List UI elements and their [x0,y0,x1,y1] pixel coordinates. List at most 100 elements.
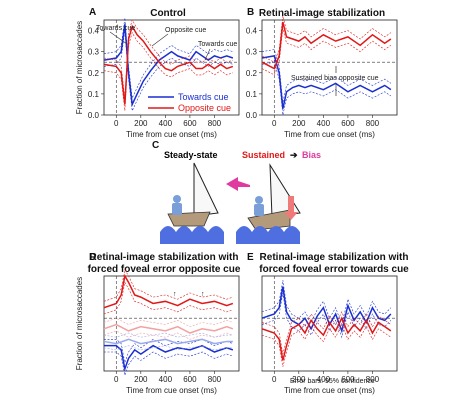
sail-right [269,163,301,218]
annotation-opposite-cue-a: Opposite cue [165,27,206,34]
y-tick-label: 0.0 [246,111,258,120]
annotation-arrow-a1 [109,31,128,45]
opposite-cue-line [261,316,392,361]
towards-cue-ci-lower [104,351,233,377]
downward-arrow-icon [284,196,298,220]
x-tick-label: 600 [183,119,197,128]
series-2-line [103,323,234,334]
panel-c-arrow: ➔ [290,150,298,160]
panel-a-letter: A [89,7,96,18]
panel-b-chart: 0 200 400 600 800 0.0 0.1 0.2 0.3 0.4 Time from cu… [246,15,398,139]
x-axis-label: Time from cue onset (ms) [126,386,217,395]
y-axis-label: Fraction of microsaccades [75,277,84,370]
opposite-cue-ci-upper [103,268,233,302]
y-tick-label: 0.3 [246,48,258,57]
x-tick-label: 600 [341,119,355,128]
y-tick-label: 0.2 [88,69,100,78]
panel-e-chart: 0 200 400 600 800 Time from cue onset (ms) [261,275,398,395]
panel-e-letter: E [247,252,254,263]
panel-c-steady-state: Steady-state [164,150,218,160]
x-axis-label: Time from cue onset (ms) [284,130,375,139]
arrow-d1: ↑ [173,291,177,298]
panel-d-chart: 0 200 400 600 800 Time from cue onset (ms) Fra… [75,268,240,395]
legend-towards-label: Towards cue [178,92,229,102]
series-3-ci-upper [103,332,233,338]
y-tick-label: 0.2 [246,69,258,78]
panel-a-chart: 0 200 400 600 800 0.0 0.1 0.2 0.3 0.4 Time from cu… [75,17,240,139]
x-tick-label: 0 [272,119,277,128]
y-tick-label: 0.4 [246,27,258,36]
series-3-ci-lower [103,345,233,351]
x-tick-label: 200 [292,375,306,384]
series-3-line [103,338,233,345]
x-tick-label: 400 [159,375,173,384]
towards-cue-ci-upper [261,49,392,103]
legend-opposite-label: Opposite cue [178,103,231,113]
waves-right [236,226,300,244]
x-tick-label: 400 [159,119,173,128]
series-2-ci-lower [103,330,233,340]
x-tick-label: 200 [292,119,306,128]
series-2-ci-upper [103,317,233,327]
annotation-towards-cue-a1: Towards cue [96,25,135,32]
annotation-arrow-a3 [204,48,211,61]
bias-arrow-icon [226,177,250,191]
axes-frame [261,19,398,116]
x-tick-label: 400 [317,119,331,128]
panel-e-title-line2: forced foveal error towards cue [259,264,409,275]
boat-illustration-biased [226,163,301,244]
annotation-towards-cue-a2: Towards cue [198,41,237,48]
x-tick-label: 600 [341,375,355,384]
panel-b-letter: B [247,7,254,18]
arrow-d2: ↑ [201,291,205,298]
opposite-cue-ci-lower [261,323,392,367]
annotation-error-bars: Error bars: 95% confidence [290,378,375,385]
opposite-cue-line [261,21,392,70]
towards-cue-ci-lower [261,61,392,116]
panel-e-title-line1: Retinal-image stabilization with [260,252,409,263]
sail-left [193,162,219,217]
y-tick-label: 0.4 [88,27,100,36]
x-tick-label: 800 [366,375,380,384]
x-tick-label: 800 [208,119,222,128]
panel-c-sustained: Sustained [242,150,285,160]
opposite-cue-ci-upper [261,311,392,355]
waves-left [160,226,224,244]
towards-cue-ci-upper [104,338,233,364]
boat-illustration-steady [160,162,224,244]
towards-cue-line [261,55,392,109]
y-axis-label: Fraction of microsaccades [75,21,84,114]
towards-cue-line [261,286,392,334]
person-body-right [254,204,264,216]
axes-frame [261,275,398,372]
x-tick-label: 600 [183,375,197,384]
towards-cue-ci-upper [103,17,233,100]
annotation-arrow-a2 [151,33,169,47]
panel-c-bias: Bias [302,150,321,160]
opposite-cue-ci-lower [103,281,233,315]
y-tick-label: 0.1 [88,90,100,99]
legend: Towards cue Opposite cue [148,92,231,113]
towards-cue-ci-lower [103,30,233,112]
axes-frame [103,19,240,116]
person-body-left [172,203,182,215]
panel-d-title-line1: Retinal-image stabilization with [90,252,239,263]
panel-d-letter: D [89,252,96,263]
x-tick-label: 0 [114,375,119,384]
x-tick-label: 400 [317,375,331,384]
hull-left [167,211,211,227]
x-axis-label: Time from cue onset (ms) [126,130,217,139]
y-tick-label: 0.3 [88,48,100,57]
panel-a-title: Control [150,8,186,19]
towards-cue-ci-upper [261,280,392,326]
opposite-cue-line [103,273,234,309]
x-axis-label: Time from cue onset (ms) [284,386,375,395]
y-tick-label: 0.1 [246,90,258,99]
hull-right [247,209,291,231]
x-tick-label: 200 [134,119,148,128]
x-tick-label: 200 [134,375,148,384]
panel-c-letter: C [152,140,159,151]
person-head-left [173,195,181,203]
x-tick-label: 0 [272,375,277,384]
